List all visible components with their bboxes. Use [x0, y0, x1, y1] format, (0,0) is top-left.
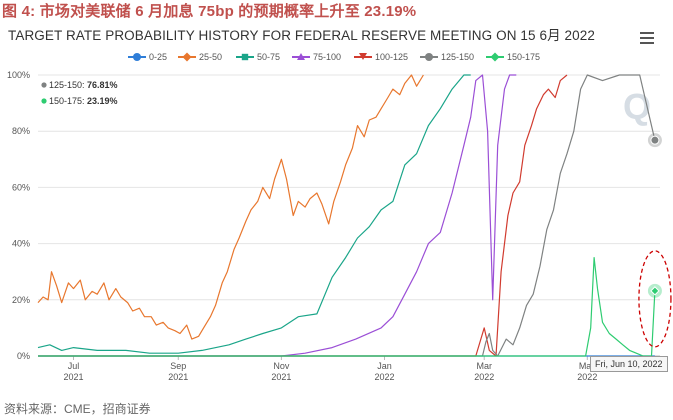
legend-symbol [178, 52, 196, 62]
legend-symbol [420, 52, 438, 62]
x-tick-label: Nov [273, 361, 290, 371]
series-line-25-50 [37, 74, 424, 340]
legend-label: 125-150 [441, 52, 475, 62]
x-tick-label: 2022 [577, 372, 597, 382]
legend-item-75-100[interactable]: 75-100 [292, 52, 341, 62]
plot-area: 0%20%40%60%80%100%Jul2021Sep2021Nov2021J… [7, 70, 672, 382]
menu-icon-bar [640, 37, 654, 39]
series-line-100-125 [38, 74, 568, 357]
figure-title: 图 4: 市场对美联储 6 月加息 75bp 的预期概率上升至 23.19% [2, 3, 417, 20]
x-tick-label: Mar [476, 361, 492, 371]
y-tick-label: 60% [12, 182, 30, 192]
x-tick-label: Sep [170, 361, 186, 371]
legend-symbol [236, 52, 254, 62]
source-note: 资料来源：CME，招商证券 [4, 402, 151, 416]
x-tick-label: 2021 [271, 372, 291, 382]
x-tick-label: 2021 [168, 372, 188, 382]
legend-symbol [486, 52, 504, 62]
tooltip-row-value: 76.81% [87, 80, 118, 90]
legend-label: 150-175 [507, 52, 541, 62]
tooltip-row-label: 150-175: 23.19% [49, 96, 118, 106]
tooltip-dot [41, 98, 47, 104]
hamburger-menu-icon[interactable] [640, 32, 654, 44]
x-tick-label: May [579, 361, 597, 371]
legend-symbol [354, 52, 372, 62]
legend-item-50-75[interactable]: 50-75 [236, 52, 280, 62]
series-line-150-175 [38, 257, 656, 357]
x-tick-label: Jul [68, 361, 80, 371]
y-tick-label: 20% [12, 295, 30, 305]
legend-item-125-150[interactable]: 125-150 [420, 52, 474, 62]
x-tick-label: 2021 [63, 372, 83, 382]
y-tick-label: 100% [7, 70, 30, 80]
data-point-125-150 [650, 135, 660, 145]
legend-symbol [128, 52, 146, 62]
legend-label: 0-25 [149, 52, 168, 62]
legend-label: 50-75 [257, 52, 281, 62]
legend-label: 75-100 [313, 52, 342, 62]
legend-item-25-50[interactable]: 25-50 [178, 52, 222, 62]
x-tick-label: 2022 [374, 372, 394, 382]
legend-item-150-175[interactable]: 150-175 [486, 52, 540, 62]
x-tick-label: Jan [377, 361, 392, 371]
x-tick-label: 2022 [474, 372, 494, 382]
y-tick-label: 0% [17, 351, 30, 361]
data-point-150-175 [650, 286, 660, 296]
menu-icon-bar [640, 32, 654, 34]
legend-item-100-125[interactable]: 100-125 [354, 52, 408, 62]
y-tick-label: 40% [12, 239, 30, 249]
legend-label: 25-50 [199, 52, 223, 62]
quikstrike-logo: Q [623, 86, 652, 127]
tooltip-date: Fri, Jun 10, 2022 [590, 356, 668, 372]
legend-symbol [292, 52, 310, 62]
legend-item-0-25[interactable]: 0-25 [128, 52, 167, 62]
legend-label: 100-125 [375, 52, 409, 62]
tooltip-rows: 125-150: 76.81% 150-175: 23.19% [40, 76, 130, 110]
series-line-50-75 [37, 74, 471, 354]
tooltip-row-label: 125-150: 76.81% [49, 80, 118, 90]
series-line-125-150 [38, 74, 656, 357]
menu-icon-bar [640, 42, 654, 44]
tooltip-dot [41, 82, 47, 88]
chart-title: TARGET RATE PROBABILITY HISTORY FOR FEDE… [8, 28, 595, 43]
tooltip-bg [40, 76, 130, 110]
series-line-75-100 [38, 74, 517, 357]
highlight-ellipse [638, 250, 672, 348]
tooltip-row-value: 23.19% [87, 96, 118, 106]
y-tick-label: 80% [12, 126, 30, 136]
chart-legend: 0-25 25-50 50-75 75-100 100-125 125-150 150-17… [0, 52, 673, 70]
